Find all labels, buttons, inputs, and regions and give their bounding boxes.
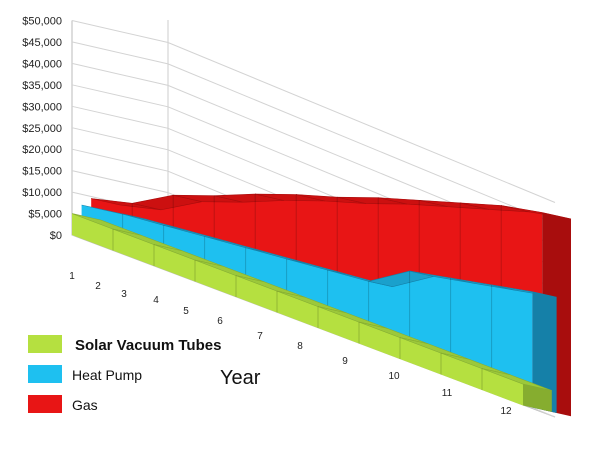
x-tick-label: 6	[217, 316, 223, 327]
y-tick-label: $10,000	[22, 187, 62, 199]
y-tick-label: $30,000	[22, 101, 62, 113]
area-face	[72, 213, 523, 406]
area-end-cap	[532, 291, 557, 413]
legend-label: Heat Pump	[72, 367, 142, 383]
gridline	[71, 62, 556, 246]
x-tick-label: 12	[500, 406, 512, 417]
x-tick-label: 11	[442, 388, 453, 399]
series-solar-vacuum-tubes	[71, 213, 552, 412]
x-tick-label: 7	[257, 331, 263, 342]
y-tick-label: $50,000	[22, 16, 62, 28]
y-tick-label: $20,000	[22, 144, 62, 156]
y-tick-label: $40,000	[22, 58, 62, 70]
x-tick-label: 9	[342, 356, 348, 367]
legend-swatch	[28, 335, 62, 353]
gridline	[71, 41, 556, 225]
x-tick-label: 4	[153, 295, 159, 306]
area-end-cap	[523, 384, 552, 412]
y-tick-label: $45,000	[22, 37, 62, 49]
x-tick-label: 5	[183, 306, 189, 317]
legend: Solar Vacuum Tubes Heat Pump Gas	[28, 335, 221, 413]
x-tick-label: 1	[69, 271, 75, 282]
legend-swatch	[28, 395, 62, 413]
x-tick-label: 10	[388, 371, 400, 382]
x-tick-label: 2	[95, 281, 101, 292]
legend-swatch	[28, 365, 62, 383]
y-tick-label: $0	[50, 230, 62, 242]
y-tick-label: $15,000	[22, 166, 62, 178]
y-axis-ticks: $0 $5,000 $10,000 $15,000 $20,000 $25,000 $30,…	[22, 16, 62, 243]
x-tick-label: 3	[121, 289, 127, 300]
y-tick-label: $35,000	[22, 80, 62, 92]
gridline	[71, 20, 556, 203]
y-tick-label: $5,000	[28, 209, 62, 221]
legend-label: Gas	[72, 397, 98, 413]
legend-label: Solar Vacuum Tubes	[75, 337, 221, 354]
x-tick-label: 8	[297, 341, 303, 352]
x-axis-label: Year	[220, 367, 261, 389]
y-tick-label: $25,000	[22, 123, 62, 135]
